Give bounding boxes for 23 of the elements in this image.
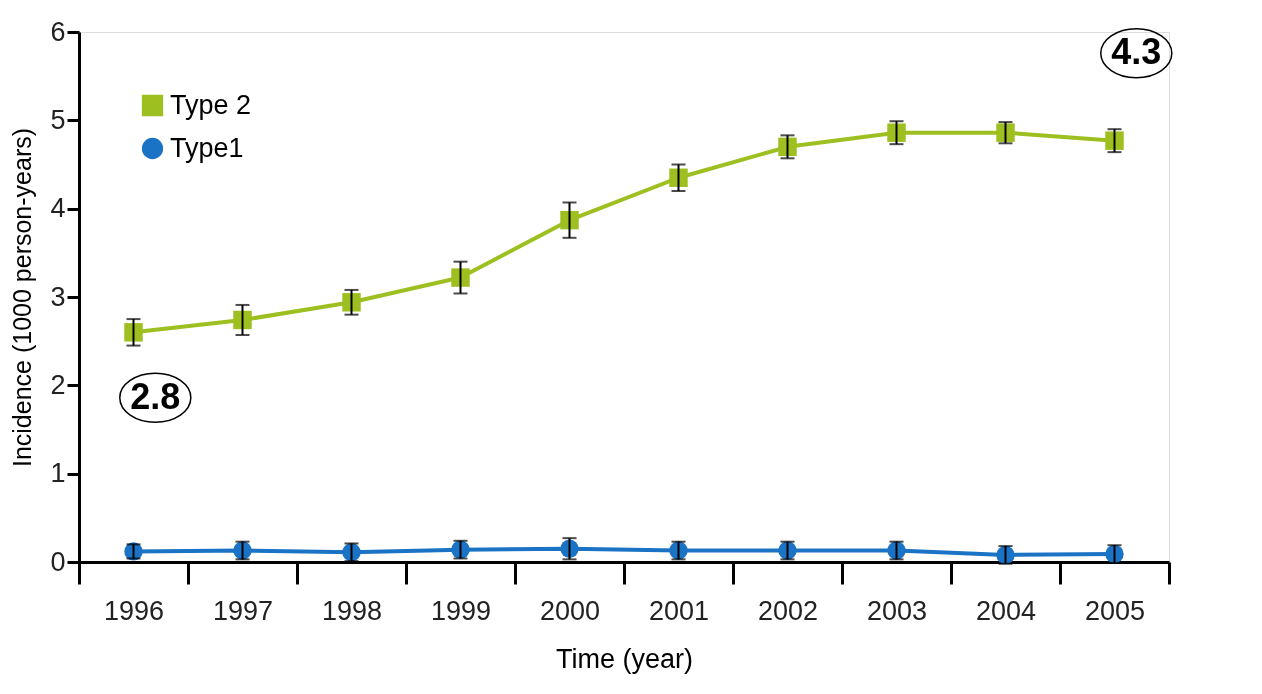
x-tick-label: 2001 [648,595,710,626]
x-tick-label: 1999 [430,595,492,626]
legend-label: Type1 [170,132,244,163]
x-tick-label: 2002 [757,595,819,626]
x-tick-label: 1996 [103,595,165,626]
y-tick-label: 1 [50,458,66,489]
x-tick-label: 1998 [321,595,383,626]
x-tick-label: 2004 [975,595,1037,626]
y-tick-label: 5 [50,104,66,135]
y-tick-label: 0 [50,546,66,577]
y-tick-label: 2 [50,369,66,400]
y-tick-label: 4 [50,193,66,224]
x-tick-label: 2003 [866,595,928,626]
legend-label: Type 2 [170,89,252,120]
x-tick-label: 2005 [1084,595,1146,626]
y-tick-label: 6 [50,16,66,47]
annotation: 4.3 [1111,31,1162,73]
y-axis-title: Incidence (1000 person-years) [8,127,37,468]
x-tick-label: 1997 [212,595,274,626]
x-axis-title: Time (year) [555,643,694,674]
annotation: 2.8 [130,375,181,417]
x-tick-label: 2000 [539,595,601,626]
y-tick-label: 3 [50,281,66,312]
